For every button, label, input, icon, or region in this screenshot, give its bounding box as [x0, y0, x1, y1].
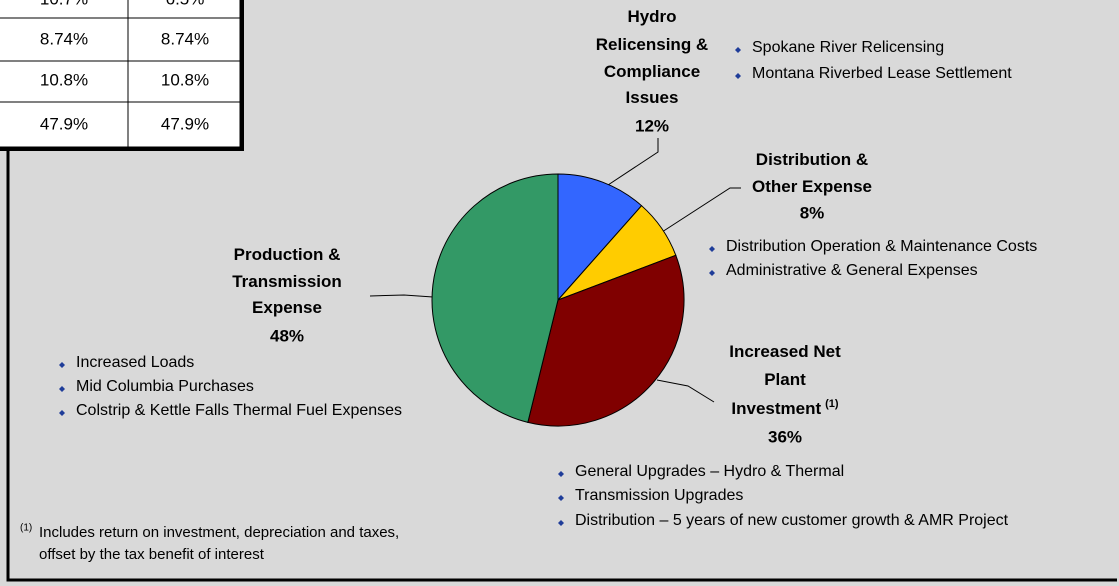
table-cell: 8.74% — [161, 29, 209, 48]
slice-label: Production & — [234, 245, 341, 264]
bullet-icon — [59, 386, 65, 392]
pie-slice — [527, 254, 685, 427]
leader-line — [604, 138, 659, 188]
table-cell: 8.74% — [40, 29, 88, 48]
bullet-icon — [558, 495, 564, 501]
bullet-icon — [735, 47, 741, 53]
pie-slice — [431, 173, 559, 423]
slice-label-text: Transmission — [232, 272, 342, 291]
footnote-text: Includes return on investment, depreciat… — [39, 524, 399, 541]
bullet-icon — [558, 471, 564, 477]
table-cell: 10.8% — [161, 70, 209, 89]
slice-label-text: Relicensing & — [596, 35, 708, 54]
slice-label: Expense — [252, 298, 322, 317]
slice-label-text: Other Expense — [752, 177, 872, 196]
slice-label: Transmission — [232, 272, 342, 291]
footnote-text: offset by the tax benefit of interest — [39, 546, 265, 563]
slice-label-text: Hydro — [627, 7, 676, 26]
leader-line — [369, 294, 434, 298]
slice-label: Increased Net — [729, 342, 841, 361]
table-cell: 6.5% — [166, 0, 205, 8]
bullet-text: Colstrip & Kettle Falls Thermal Fuel Exp… — [76, 402, 402, 419]
slice-label: Distribution & — [756, 150, 868, 169]
slice-label-text: Expense — [252, 298, 322, 317]
slice-label: Plant — [764, 370, 806, 389]
bullet-icon — [709, 270, 715, 276]
bullet-icon — [735, 73, 741, 79]
value-label: 8% — [800, 203, 825, 222]
footnote-ref: (1) — [825, 398, 839, 410]
value-label: 12% — [635, 116, 669, 135]
slice-label-text: Production & — [234, 245, 341, 264]
slice-label: Relicensing & — [596, 35, 708, 54]
table — [0, 0, 244, 151]
bullet-icon — [59, 410, 65, 416]
slice-label: Issues — [626, 88, 679, 107]
slice-label: Compliance — [604, 62, 700, 81]
slice-label-text: Compliance — [604, 62, 700, 81]
table-cell: 47.9% — [161, 114, 209, 133]
table-cell: 10.7% — [40, 0, 88, 8]
bullet-icon — [558, 520, 564, 526]
bullet-text: Increased Loads — [76, 354, 194, 371]
footnote-mark: (1) — [20, 523, 32, 534]
slice-label-text: Issues — [626, 88, 679, 107]
bullet-text: Montana Riverbed Lease Settlement — [752, 65, 1012, 82]
frame — [6, 150, 1117, 582]
table-cell: 10.8% — [40, 70, 88, 89]
table-box — [0, 0, 244, 151]
bullet-text: Transmission Upgrades — [575, 487, 743, 504]
slice-label-text: Investment — [731, 399, 821, 418]
leader-line — [661, 187, 741, 233]
table-cell: 47.9% — [40, 114, 88, 133]
bullet-text: General Upgrades – Hydro & Thermal — [575, 463, 844, 480]
value-label: 36% — [768, 427, 802, 446]
slice-label: Hydro — [627, 7, 676, 26]
bullet-text: Administrative & General Expenses — [726, 262, 978, 279]
pie-slice — [557, 173, 643, 302]
slice-label-text: Plant — [764, 370, 806, 389]
bullet-icon — [59, 362, 65, 368]
slice-label-text: Distribution & — [756, 150, 868, 169]
slice-label-text: Increased Net — [729, 342, 841, 361]
value-label: 48% — [270, 326, 304, 345]
bullet-text: Spokane River Relicensing — [752, 39, 944, 56]
leader-line — [656, 379, 715, 403]
bullet-icon — [709, 246, 715, 252]
bullet-text: Mid Columbia Purchases — [76, 378, 254, 395]
slice-label: Investment (1) — [731, 398, 839, 419]
bullet-text: Distribution Operation & Maintenance Cos… — [726, 238, 1037, 255]
bullet-text: Distribution – 5 years of new customer g… — [575, 512, 1009, 529]
slice-label: Other Expense — [752, 177, 872, 196]
